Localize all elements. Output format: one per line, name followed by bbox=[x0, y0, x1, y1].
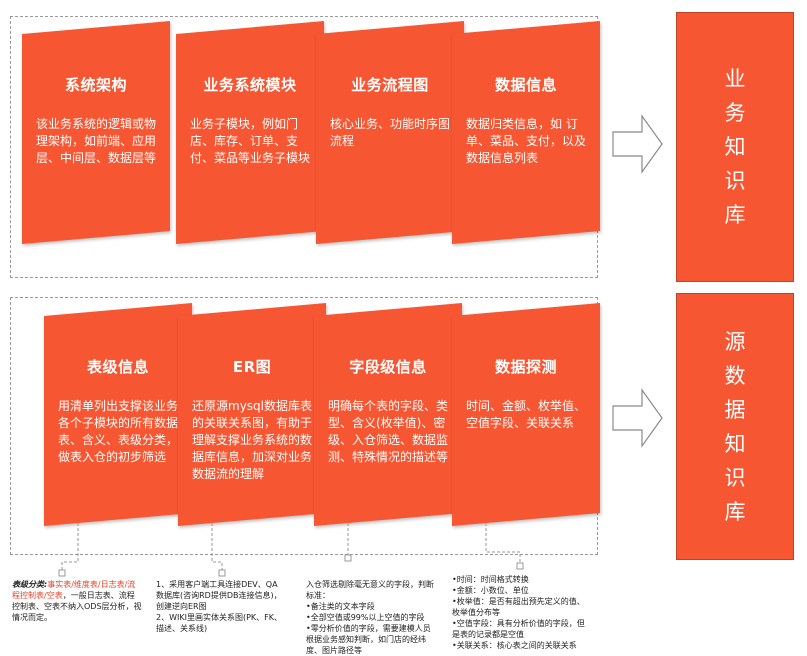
note-line: •零分析价值的字段，需要建模人员根据业务感知判断，如门店的经纬度、图片路径等 bbox=[306, 624, 431, 655]
note-line: •备注类的文本字段 bbox=[306, 602, 375, 611]
bottom-arrow-icon bbox=[612, 388, 663, 448]
note-prefix: 表级分类: bbox=[12, 580, 48, 589]
business-knowledge-base-box[interactable]: 业务知识库 bbox=[676, 12, 794, 282]
note-field-filter: 入仓筛选剔除毫无意义的字段，判断标准： •备注类的文本字段 •全部空值或99%以… bbox=[306, 579, 436, 656]
note-data-probe: •时间：时间格式转换 •金额：小数位、单位 •枚举值：是否有超出预先定义的值、枚… bbox=[452, 574, 592, 651]
top-arrow-icon bbox=[612, 114, 663, 174]
note-table-classification: 表级分类:事实表/维度表/日志表/流程控制表/空表，一般日志表、流程控制表、空表… bbox=[12, 579, 142, 623]
source-data-knowledge-base-box[interactable]: 源数据知识库 bbox=[676, 293, 794, 560]
note-er-diagram: 1、采用客户端工具连接DEV、QA数据库(咨询RD提供DB连接信息)，创建逆向E… bbox=[156, 579, 284, 634]
note-line: 入仓筛选剔除毫无意义的字段，判断标准： bbox=[306, 580, 434, 600]
note-line: 1、采用客户端工具连接DEV、QA数据库(咨询RD提供DB连接信息)，创建逆向E… bbox=[156, 580, 282, 611]
note-line: •枚举值：是否有超出预先定义的值、枚举值分布等 bbox=[452, 597, 585, 617]
note-line: •关联关系：核心表之间的关联关系 bbox=[452, 641, 577, 650]
side-box-label: 源数据知识库 bbox=[724, 329, 746, 524]
note-line: •空值字段：具有分析价值的字段，但是表的记录都是空值 bbox=[452, 619, 585, 639]
note-line: •全部空值或99%以上空值的字段 bbox=[306, 613, 425, 622]
note-line: •时间：时间格式转换 bbox=[452, 575, 529, 584]
side-box-label: 业务知识库 bbox=[724, 67, 746, 227]
note-line: 2、WIKI里画实体关系图(PK、FK、描述、关系线) bbox=[156, 613, 283, 633]
note-line: •金额：小数位、单位 bbox=[452, 586, 529, 595]
note-highlight: 事实表/维度表/日志表/流程控制表/空表 bbox=[12, 580, 136, 600]
note-text: ，一般日志表、流程控制表、空表不纳入ODS层分析，视情况而定。 bbox=[12, 591, 142, 622]
